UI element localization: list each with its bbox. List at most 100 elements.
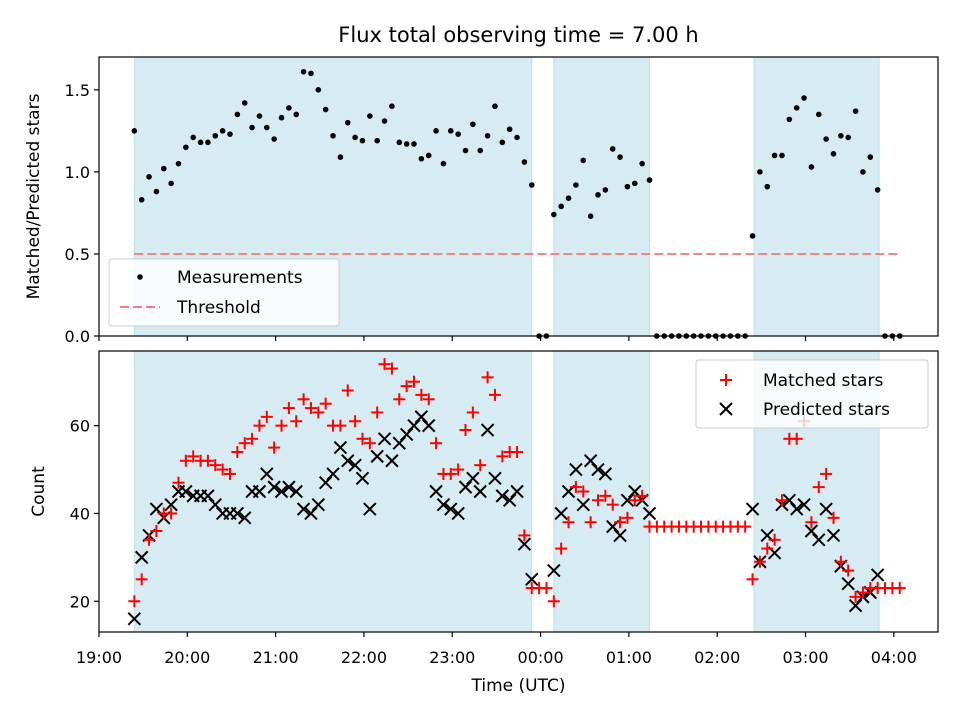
matched-star-point <box>282 402 295 415</box>
predicted-star-point <box>318 476 333 490</box>
legend-predicted-label: Predicted stars <box>763 400 890 420</box>
bottom-ytick-label: 60 <box>70 417 90 436</box>
measurement-point <box>514 134 520 141</box>
bottom-panel: 20 40 60 19:00 20:00 21:00 22:00 23:00 00:00 01:… <box>29 350 939 696</box>
top-ytick-label: 1.5 <box>65 81 90 100</box>
bottom-legend: Matched stars Predicted stars <box>695 359 929 429</box>
measurement-point <box>558 203 564 210</box>
predicted-star-point <box>782 493 797 507</box>
measurement-point <box>212 132 219 139</box>
matched-star-point <box>275 419 288 432</box>
measurement-point <box>433 128 439 134</box>
legend-matched-label: Matched stars <box>763 371 883 391</box>
top-x-ticks <box>98 336 895 341</box>
predicted-star-point <box>385 454 399 468</box>
measurement-point <box>241 100 248 106</box>
predicted-star-point <box>591 462 605 477</box>
matched-star-point <box>231 445 244 458</box>
xtick-label: 21:00 <box>253 648 299 667</box>
predicted-star-point <box>804 524 819 538</box>
predicted-star-point <box>502 493 517 507</box>
top-shaded-regions <box>133 56 880 337</box>
measurement-point <box>440 160 447 167</box>
matched-star-point <box>834 555 847 568</box>
matched-star-point <box>488 388 501 401</box>
measurement-point <box>860 169 866 175</box>
xtick-label: 01:00 <box>606 648 652 667</box>
xtick-label: 20:00 <box>164 648 210 667</box>
measurement-point <box>757 169 763 175</box>
measurement-point <box>499 139 506 146</box>
matched-star-point <box>812 481 825 494</box>
measurement-point <box>359 137 366 144</box>
matched-star-point <box>856 586 869 599</box>
measurement-point <box>425 152 432 159</box>
predicted-star-point <box>363 502 377 516</box>
matched-star-point <box>511 445 524 458</box>
measurement-point <box>278 114 285 121</box>
xtick-label: 04:00 <box>871 648 917 667</box>
measurement-point <box>403 141 410 147</box>
predicted-star-point <box>642 506 657 521</box>
matched-star-point <box>319 397 332 410</box>
predicted-star-point <box>789 502 804 516</box>
matched-star-point <box>452 463 465 476</box>
predicted-star-point <box>267 480 281 494</box>
legend-predicted-marker <box>719 402 733 416</box>
matched-star-point <box>636 489 649 502</box>
measurement-point <box>838 132 844 139</box>
matched-star-point <box>150 525 163 538</box>
matched-star-point <box>407 375 420 388</box>
predicted-star-point <box>252 484 267 499</box>
shaded-region-0 <box>133 350 533 633</box>
matched-star-point <box>849 590 862 603</box>
predicted-star-point <box>495 489 510 503</box>
measurement-point <box>389 103 395 110</box>
xtick-label: 22:00 <box>341 648 387 667</box>
measurement-point <box>624 183 631 190</box>
predicted-star-point <box>620 493 635 507</box>
top-legend-box <box>108 258 340 327</box>
matched-star-point <box>400 380 413 393</box>
measurement-point <box>528 182 535 188</box>
predicted-star-point <box>569 462 583 477</box>
predicted-star-point <box>436 497 451 512</box>
top-axes-frame <box>98 56 939 337</box>
measurement-point <box>477 147 484 154</box>
predicted-star-point <box>812 533 826 547</box>
bottom-legend-box <box>695 359 929 429</box>
matched-star-point <box>312 406 325 419</box>
measurement-point <box>249 124 255 131</box>
matched-star-point <box>746 573 759 586</box>
measurement-point <box>352 134 358 141</box>
predicted-star-point <box>164 497 178 512</box>
predicted-star-point <box>444 502 458 516</box>
predicted-star-point <box>326 467 340 481</box>
measurement-point <box>484 132 491 139</box>
matched-star-point <box>569 481 582 494</box>
measurement-point <box>470 121 476 128</box>
measurement-point <box>367 113 373 119</box>
matched-star-point <box>143 533 156 546</box>
measurement-point <box>617 154 623 160</box>
measurement-point <box>521 159 528 165</box>
matched-star-point <box>334 419 347 432</box>
measurement-point <box>867 154 874 160</box>
measurement-point <box>845 134 852 141</box>
matched-star-point <box>304 402 317 415</box>
legend-measurements-marker <box>137 274 143 280</box>
predicted-star-point <box>296 502 311 516</box>
xtick-label: 00:00 <box>518 648 564 667</box>
matched-star-point <box>584 516 597 529</box>
measurement-point <box>183 144 189 151</box>
matched-star-point <box>422 393 435 406</box>
predicted-star-point <box>341 454 355 468</box>
predicted-star-point <box>289 484 303 499</box>
measurement-point <box>602 187 609 193</box>
measurement-point <box>160 165 167 172</box>
measurement-point <box>344 119 351 126</box>
matched-star-point <box>253 419 266 432</box>
matched-star-point <box>621 511 634 524</box>
matched-star-point <box>827 511 840 524</box>
predicted-star-point <box>260 467 274 481</box>
